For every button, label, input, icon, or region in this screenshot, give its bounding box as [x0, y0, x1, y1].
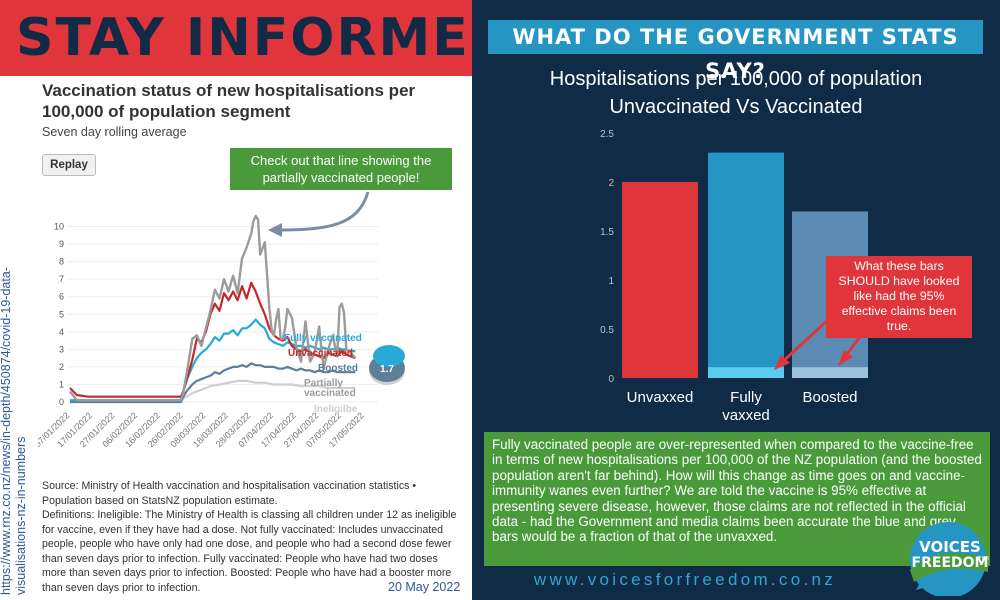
y-axis-ticks: 0 1 2 3 4 5 6 7 8 9 10 [54, 222, 64, 407]
series-line [70, 362, 356, 404]
voices-for-freedom-logo: VOICES FOR FREEDOM [910, 522, 990, 596]
y-tick-label: 1.5 [600, 227, 614, 238]
y-tick-label: 0.5 [600, 325, 614, 336]
bar-unvaxxed [622, 182, 698, 378]
publish-date: 20 May 2022 [388, 580, 461, 594]
chart1-title: Vaccination status of new hospitalisatio… [42, 81, 416, 121]
category-label: vaxxed [722, 407, 770, 424]
hospitalisation-line-chart: 0 1 2 3 4 5 6 7 8 9 10 07/01/202217/01/202227/01/2… [38, 191, 405, 449]
annotation-arrowhead-icon [838, 350, 853, 366]
callout-arrow [274, 191, 370, 232]
replay-button[interactable]: Replay [42, 154, 96, 176]
y-tick-label: 4 [59, 327, 64, 337]
category-label: Unvaxxed [627, 389, 694, 406]
y-tick-label: 7 [59, 274, 64, 284]
expected-bar-boosted [792, 367, 868, 378]
series-line [70, 318, 356, 402]
logo-text-freedom: FREEDOM [912, 555, 989, 571]
x-axis-ticks: 07/01/202217/01/202227/01/202206/02/2022… [38, 410, 366, 449]
series-line [69, 214, 357, 402]
category-label: Boosted [802, 389, 857, 406]
government-stats-title: WHAT DO THE GOVERNMENT STATS SAY? [512, 25, 959, 83]
series-label: Ineligilbe [314, 404, 358, 415]
y-tick-label: 3 [59, 344, 64, 354]
left-banner [0, 0, 472, 76]
source-notes: Source: Ministry of Health vaccination a… [42, 479, 462, 595]
y-tick-label: 6 [59, 292, 64, 302]
callout-arrowhead-icon [268, 223, 282, 237]
grid [68, 226, 378, 403]
source-url[interactable]: https://www.rnz.co.nz/news/in-depth/4508… [0, 267, 28, 595]
y-axis-ticks: 0 0.5 1 1.5 2 2.5 [600, 129, 614, 385]
logo-text-voices: VOICES [919, 538, 981, 556]
series-line [70, 379, 356, 404]
annotation-box: What these bars SHOULD have looked like … [826, 256, 972, 338]
y-tick-label: 5 [59, 309, 64, 319]
series-label: Fully vaccinated [284, 333, 362, 344]
chart2-subtitle: Unvaccinated Vs Vaccinated [609, 96, 863, 118]
series-label: Unvaccinated [288, 348, 353, 359]
stay-informed-title: STAY INFORMED [16, 8, 515, 68]
right-banner [488, 20, 983, 54]
definitions-line: Definitions: Ineligible: The Ministry of… [42, 509, 457, 594]
expected-bar-fully-vaxxed [708, 367, 784, 378]
series-lines [69, 214, 357, 404]
y-tick-label: 0 [59, 397, 64, 407]
left-panel [0, 0, 472, 600]
end-value-marker: 1.7 [369, 345, 405, 385]
callout-box: Check out that line showing the partiall… [230, 148, 452, 190]
y-tick-label: 10 [54, 222, 64, 232]
logo-text-for: FOR [979, 556, 990, 562]
source-line: Source: Ministry of Health vaccination a… [42, 480, 417, 507]
y-tick-label: 2 [608, 178, 614, 189]
y-tick-label: 9 [59, 239, 64, 249]
annotation-arrowhead-icon [774, 355, 790, 370]
website-link[interactable]: www.voicesforfreedom.co.nz [533, 570, 837, 589]
annotation-arrow-fully [778, 318, 830, 366]
end-marker-top [373, 345, 405, 367]
y-tick-label: 8 [59, 257, 64, 267]
bar-fully-vaxxed [708, 152, 784, 378]
chart1-subtitle: Seven day rolling average [42, 125, 187, 139]
y-tick-label: 1 [59, 379, 64, 389]
category-label: Fully [730, 389, 762, 406]
y-tick-label: 0 [608, 374, 614, 385]
y-tick-label: 2.5 [600, 129, 614, 140]
series-label: Boosted [318, 363, 358, 374]
y-tick-label: 2 [59, 362, 64, 372]
series-label: Partially [304, 378, 343, 389]
summary-box: Fully vaccinated people are over-represe… [484, 432, 990, 566]
end-value-label: 1.7 [380, 364, 394, 375]
chart2-title: Hospitalisations per 100,000 of populati… [549, 68, 923, 90]
y-tick-label: 1 [608, 276, 614, 287]
series-label: vaccinated [304, 388, 356, 399]
